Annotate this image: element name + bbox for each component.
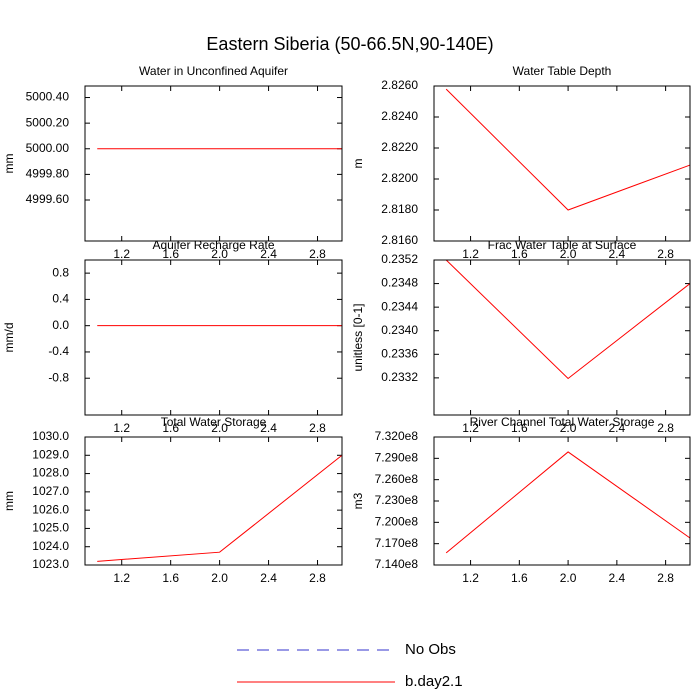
- y-axis-label: m3: [351, 492, 365, 509]
- plot-frame: [433, 259, 691, 416]
- data-line: [445, 88, 691, 211]
- x-tick-label: 2.4: [609, 421, 626, 435]
- x-tick-label: 1.2: [113, 247, 130, 261]
- x-tick-label: 2.8: [657, 571, 674, 585]
- y-tick-label: 7.170e8: [375, 536, 419, 550]
- y-tick-label: 5000.40: [26, 90, 70, 104]
- y-axis-label: m: [351, 159, 365, 169]
- y-tick-label: 7.290e8: [375, 451, 419, 465]
- x-tick-label: 2.4: [609, 571, 626, 585]
- x-tick-label: 2.8: [309, 421, 326, 435]
- x-tick-label: 2.4: [260, 247, 277, 261]
- y-tick-label: 0.8: [52, 265, 69, 279]
- y-tick-label: -0.8: [48, 370, 69, 384]
- y-tick-label: 7.200e8: [375, 515, 419, 529]
- y-tick-label: 5000.00: [26, 141, 70, 155]
- y-axis-label: mm: [2, 491, 16, 511]
- x-tick-label: 2.4: [260, 571, 277, 585]
- y-tick-label: 1023.0: [32, 557, 69, 571]
- x-tick-label: 2.0: [560, 571, 577, 585]
- plot-frame: [84, 436, 343, 566]
- y-axis-label: mm: [2, 154, 16, 174]
- y-axis-label: mm/d: [2, 323, 16, 353]
- x-tick-label: 2.8: [309, 247, 326, 261]
- y-tick-label: 1028.0: [32, 466, 69, 480]
- y-tick-label: 2.8240: [381, 109, 418, 123]
- data-line: [445, 451, 691, 554]
- y-tick-label: 2.8180: [381, 202, 418, 216]
- plot-frame: [84, 259, 343, 416]
- x-tick-label: 1.2: [462, 571, 479, 585]
- x-tick-label: 1.6: [162, 421, 179, 435]
- y-tick-label: 0.4: [52, 292, 69, 306]
- x-tick-label: 1.2: [462, 247, 479, 261]
- y-tick-label: 2.8260: [381, 78, 418, 92]
- y-tick-label: 7.320e8: [375, 429, 419, 443]
- panel-title: River Channel Total Water Storage: [470, 415, 655, 429]
- x-tick-label: 2.0: [211, 421, 228, 435]
- y-tick-label: 0.2332: [381, 370, 418, 384]
- legend-label: No Obs: [405, 641, 456, 658]
- x-tick-label: 1.6: [511, 571, 528, 585]
- x-tick-label: 2.0: [211, 571, 228, 585]
- panel-title: Aquifer Recharge Rate: [152, 238, 274, 252]
- y-tick-label: 1029.0: [32, 447, 69, 461]
- x-tick-label: 1.6: [511, 247, 528, 261]
- x-tick-label: 2.0: [560, 247, 577, 261]
- y-tick-label: 0.2336: [381, 346, 418, 360]
- legend-label: b.day2.1: [405, 673, 463, 690]
- x-tick-label: 1.2: [113, 571, 130, 585]
- y-tick-label: 0.2348: [381, 276, 418, 290]
- x-tick-label: 2.0: [560, 421, 577, 435]
- x-tick-label: 2.8: [657, 247, 674, 261]
- y-tick-label: 2.8160: [381, 233, 418, 247]
- y-tick-label: 7.230e8: [375, 493, 419, 507]
- data-line: [445, 259, 691, 380]
- panel-title: Frac Water Table at Surface: [488, 238, 637, 252]
- y-tick-label: 1027.0: [32, 484, 69, 498]
- y-tick-label: 5000.20: [26, 115, 70, 129]
- x-tick-label: 1.2: [462, 421, 479, 435]
- panel-title: Water Table Depth: [513, 64, 612, 78]
- y-tick-label: 1030.0: [32, 429, 69, 443]
- y-tick-label: 1025.0: [32, 521, 69, 535]
- y-tick-label: 0.0: [52, 318, 69, 332]
- x-tick-label: 2.8: [657, 421, 674, 435]
- y-tick-label: -0.4: [48, 344, 69, 358]
- x-tick-label: 2.4: [260, 421, 277, 435]
- panel-title: Total Water Storage: [161, 415, 267, 429]
- x-tick-label: 1.6: [162, 571, 179, 585]
- y-axis-label: unitless [0-1]: [351, 303, 365, 371]
- x-tick-label: 2.8: [309, 571, 326, 585]
- y-tick-label: 7.140e8: [375, 557, 419, 571]
- y-tick-label: 0.2352: [381, 252, 418, 266]
- y-tick-label: 4999.80: [26, 167, 70, 181]
- panel-title: Water in Unconfined Aquifer: [139, 64, 288, 78]
- y-tick-label: 2.8220: [381, 140, 418, 154]
- plot-frame: [84, 85, 343, 242]
- x-tick-label: 1.6: [162, 247, 179, 261]
- plot-frame: [433, 436, 691, 566]
- y-tick-label: 2.8200: [381, 171, 418, 185]
- x-tick-label: 1.2: [113, 421, 130, 435]
- x-tick-label: 1.6: [511, 421, 528, 435]
- y-tick-label: 0.2344: [381, 299, 418, 313]
- x-tick-label: 2.0: [211, 247, 228, 261]
- y-tick-label: 1026.0: [32, 502, 69, 516]
- chart-title: Eastern Siberia (50-66.5N,90-140E): [206, 34, 493, 54]
- y-tick-label: 7.260e8: [375, 472, 419, 486]
- data-line: [97, 454, 343, 562]
- plot-frame: [433, 85, 691, 242]
- y-tick-label: 0.2340: [381, 323, 418, 337]
- x-tick-label: 2.4: [609, 247, 626, 261]
- y-tick-label: 1024.0: [32, 539, 69, 553]
- y-tick-label: 4999.60: [26, 192, 70, 206]
